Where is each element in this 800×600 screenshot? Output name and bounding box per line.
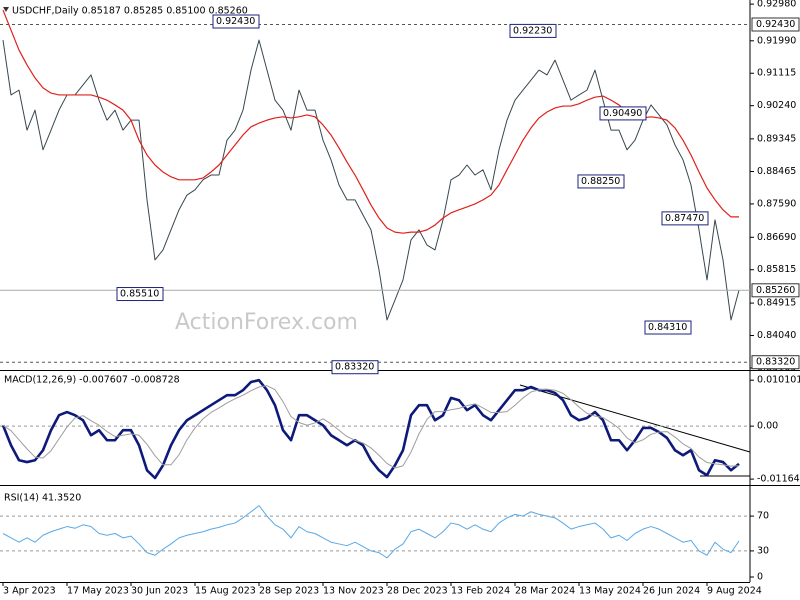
annotation-box (644, 320, 692, 335)
y-tick-label: 70 (757, 511, 769, 522)
annotation-box (116, 287, 164, 302)
price-level-box (751, 283, 800, 298)
y-tick-label: 0.87590 (757, 198, 796, 209)
y-tick-label: 0.84915 (757, 298, 796, 309)
y-tick-label: -0.011645 (757, 474, 800, 485)
annotation-label: 0.92230 (513, 25, 552, 36)
annotation-label: 0.85510 (120, 289, 159, 300)
y-tick-label: 0.85815 (757, 264, 796, 275)
watermark: ActionForex.com (175, 310, 358, 335)
y-tick-label: 0.92980 (757, 0, 796, 10)
chart-title: USDCHF,Daily 0.85187 0.85285 0.85100 0.8… (12, 6, 248, 17)
x-tick-label: 9 Aug 2024 (707, 586, 762, 597)
y-tick-label: 0.91990 (757, 35, 796, 46)
y-tick-label: 0.86690 (757, 232, 796, 243)
x-tick-label: 17 May 2023 (67, 586, 129, 597)
annotation-label: 0.84310 (648, 322, 687, 333)
y-tick-label: 0.84040 (757, 330, 796, 341)
x-tick-label: 28 Dec 2023 (387, 586, 448, 597)
x-tick-label: 28 Sep 2023 (259, 586, 319, 597)
annotation-label: 0.88250 (581, 176, 620, 187)
annotation-label: 0.90490 (603, 108, 642, 119)
y-tick-label: 0.90240 (757, 100, 796, 111)
y-tick-label: 0.010101 (757, 375, 800, 386)
annotation-box (509, 23, 557, 38)
title-icon (3, 7, 9, 12)
y-tick-label: 30 (757, 545, 769, 556)
annotation-box (661, 211, 709, 226)
x-tick-label: 13 Nov 2023 (323, 586, 384, 597)
annotation-label: 0.87470 (665, 213, 704, 224)
annotation-box (212, 14, 260, 29)
x-tick-label: 13 Feb 2024 (451, 586, 510, 597)
annotation-box (331, 360, 379, 375)
y-tick-label: 0 (757, 572, 763, 583)
y-tick-label: 0.89345 (757, 133, 796, 144)
series-line (2, 9, 739, 234)
annotation-label: 0.83320 (335, 362, 374, 373)
y-tick-label: 0.91115 (757, 68, 796, 79)
y-tick-label: 0.88465 (757, 166, 796, 177)
series-line (2, 39, 740, 321)
x-tick-label: 3 Apr 2023 (3, 586, 56, 597)
x-tick-label: 15 Aug 2023 (195, 586, 256, 597)
y-tick-label: 0.00 (757, 421, 778, 432)
price-level-label: 0.92430 (756, 19, 795, 30)
series-line (1, 378, 740, 480)
annotation-box (599, 106, 647, 121)
annotation-label: 0.92430 (216, 16, 255, 27)
price-level-label: 0.85260 (756, 285, 795, 296)
series-line (2, 385, 740, 469)
price-level-label: 0.83320 (756, 357, 795, 368)
annotation-box (577, 174, 625, 189)
panel-title: RSI(14) 41.3520 (4, 493, 81, 504)
price-level-box (751, 17, 800, 32)
series-line (2, 505, 740, 559)
x-tick-label: 26 Jun 2024 (643, 586, 700, 597)
price-level-box (751, 355, 800, 370)
x-tick-label: 28 Mar 2024 (515, 586, 575, 597)
panel-title: MACD(12,26,9) -0.007607 -0.008728 (4, 375, 180, 386)
x-tick-label: 13 May 2024 (579, 586, 641, 597)
x-tick-label: 30 Jun 2023 (131, 586, 188, 597)
